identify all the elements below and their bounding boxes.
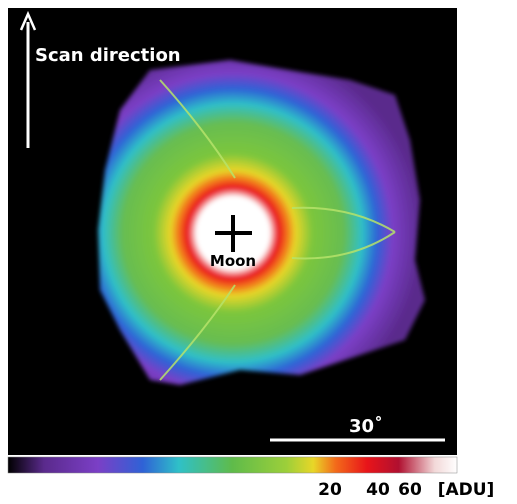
moon-label: Moon	[210, 252, 256, 270]
colorbar-tick: 60	[398, 480, 422, 500]
colorbar	[8, 457, 457, 473]
scan-label: Scan direction	[35, 45, 181, 66]
scale-label: 30˚	[349, 415, 383, 437]
colorbar-tick: 40	[366, 480, 390, 500]
colorbar-tick: 20	[318, 480, 342, 500]
figure: Moon Scan direction 30˚ 20 40 60 [ADU]	[0, 0, 517, 500]
colorbar-unit: [ADU]	[438, 480, 495, 500]
